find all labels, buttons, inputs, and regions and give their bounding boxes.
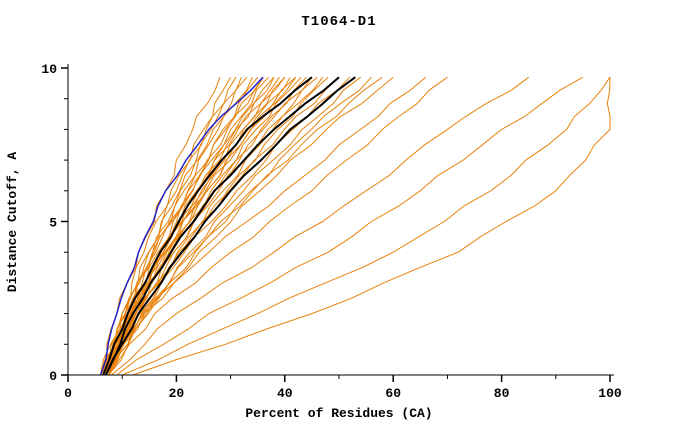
curve-highlight [102,76,313,376]
curve-model [105,76,324,376]
chart-title: T1064-D1 [301,14,376,30]
curve-model [100,76,264,376]
curve-reference [99,76,264,376]
curves-layer [99,76,611,376]
curve-model [108,76,291,376]
curve-model [102,76,394,376]
axes-layer: 0 20 40 60 80 100 0 5 10 [41,62,622,401]
curve-model [122,76,611,376]
curve-model [116,76,584,376]
curve-model [108,76,448,376]
y-axis-label: Distance Cutoff, A [5,152,20,293]
x-tick-label: 100 [598,386,622,401]
curve-highlight [104,76,356,376]
curve-model [102,76,253,376]
x-tick-label: 0 [64,386,72,401]
y-tick-label: 10 [41,62,57,77]
x-tick-label: 60 [385,386,401,401]
x-tick-label: 40 [277,386,293,401]
curve-model [105,76,427,376]
y-tick-label: 0 [49,369,57,384]
x-tick-label: 80 [494,386,510,401]
curve-model [111,76,530,376]
y-tick-label: 5 [49,216,57,231]
curve-model [132,77,611,376]
x-axis-label: Percent of Residues (CA) [245,406,432,421]
curve-model [100,76,280,376]
x-tick-label: 20 [169,386,185,401]
curve-highlight [105,76,340,376]
